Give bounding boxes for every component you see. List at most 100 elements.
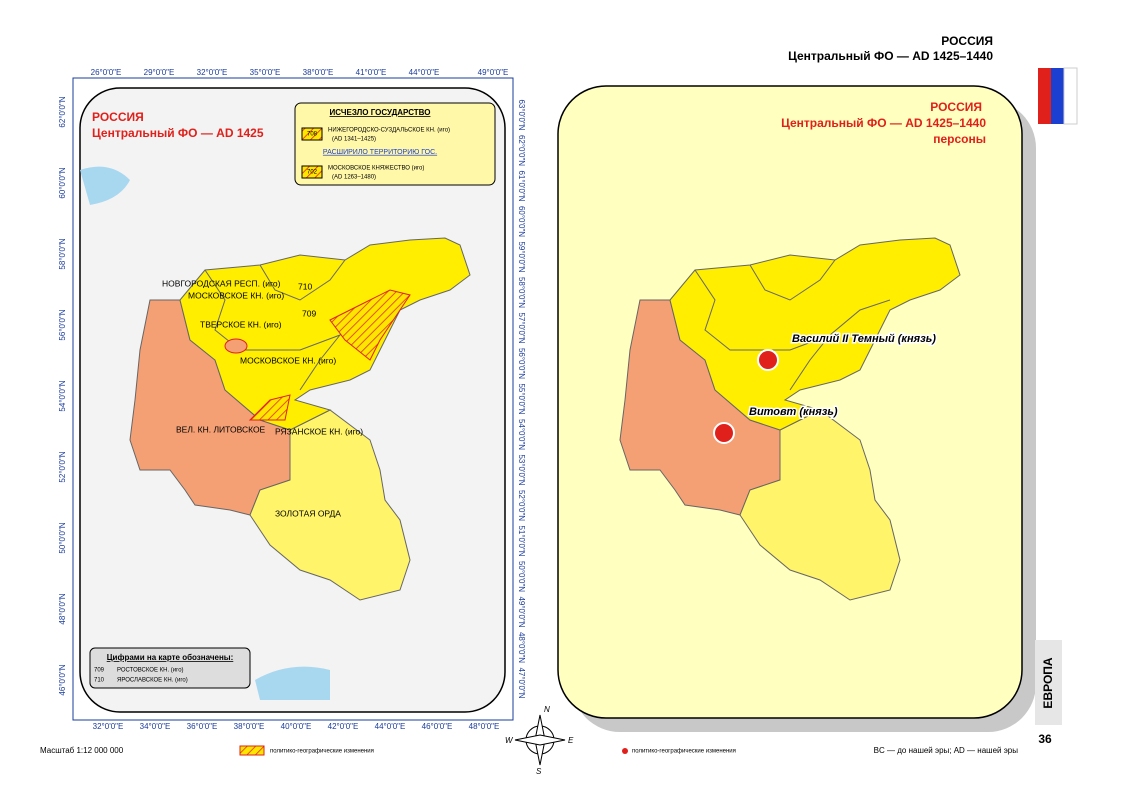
legend-swatch	[301, 127, 323, 141]
compass-letter: E	[568, 736, 574, 745]
legend-title: ИСЧЕЗЛО ГОСУДАРСТВО	[330, 108, 431, 117]
legend-text: (AD 1263–1480)	[332, 175, 376, 181]
section: ЕВРОПА	[1041, 657, 1055, 708]
flag-red	[1038, 68, 1051, 124]
lat-tick: 53°0'0"N	[517, 454, 526, 485]
map-title: РОССИЯ	[930, 100, 982, 114]
changed-area	[224, 338, 248, 354]
lat-tick: 61°0'0"N	[517, 170, 526, 201]
lon-tick: 44°0'0"E	[375, 722, 406, 731]
numbers-box	[89, 647, 251, 689]
lon-tick: 49°0'0"E	[478, 68, 509, 77]
legend-swatch	[301, 165, 323, 179]
lat-tick: 62°0'0"N	[58, 96, 67, 127]
header-title: РОССИЯ	[941, 34, 993, 48]
lat-tick: 51°0'0"N	[517, 525, 526, 556]
lon-tick: 26°0'0"E	[91, 68, 122, 77]
lon-tick: 38°0'0"E	[303, 68, 334, 77]
lat-tick: 62°0'0"N	[517, 135, 526, 166]
numbers-title: Цифрами на карте обозначены:	[107, 653, 234, 662]
lat-tick: 56°0'0"N	[58, 309, 67, 340]
numbers-code: 709	[94, 668, 105, 674]
lon-tick: 44°0'0"E	[409, 68, 440, 77]
region-label: РЯЗАНСКОЕ КН. (иго)	[275, 426, 363, 436]
legend-text: НИЖЕГОРОДСКО-СУЗДАЛЬСКОЕ КН. (иго)	[328, 128, 450, 134]
lat-tick: 58°0'0"N	[517, 277, 526, 308]
scale: Масштаб 1:12 000 000	[40, 746, 124, 755]
lat-tick: 52°0'0"N	[58, 451, 67, 482]
legend-code: 702	[307, 170, 318, 176]
lat-tick: 60°0'0"N	[517, 206, 526, 237]
compass-letter: W	[505, 736, 514, 745]
region-label: ЗОЛОТАЯ ОРДА	[275, 508, 341, 518]
lat-tick: 49°0'0"N	[517, 596, 526, 627]
lat-tick: 55°0'0"N	[517, 383, 526, 414]
region-label: МОСКОВСКОЕ КН. (иго)	[188, 290, 284, 300]
lat-tick: 50°0'0"N	[517, 561, 526, 592]
flag-white	[1063, 67, 1078, 125]
map-note: персоны	[933, 132, 986, 146]
legend-code: 708	[307, 132, 318, 138]
person-icon	[713, 422, 735, 444]
lon-tick: 48°0'0"E	[469, 722, 500, 731]
lat-tick: 47°0'0"N	[517, 667, 526, 698]
legend-title: РАСШИРИЛО ТЕРРИТОРИЮ ГОС.	[323, 149, 437, 156]
lon-tick: 42°0'0"E	[328, 722, 359, 731]
lat-tick: 63°0'0"N	[517, 99, 526, 130]
flag-blue	[1051, 68, 1064, 124]
water	[255, 666, 330, 700]
legend-dot	[622, 748, 628, 754]
lat-tick: 48°0'0"N	[58, 593, 67, 624]
lon-tick: 46°0'0"E	[422, 722, 453, 731]
region-label: ВЕЛ. КН. ЛИТОВСКОЕ	[176, 424, 266, 434]
water	[80, 166, 130, 205]
lon-tick: 40°0'0"E	[281, 722, 312, 731]
changed-area	[329, 289, 411, 361]
lat-tick: 57°0'0"N	[517, 312, 526, 343]
lat-tick: 59°0'0"N	[517, 241, 526, 272]
legend-text: МОСКОВСКОЕ КНЯЖЕСТВО (иго)	[328, 166, 424, 172]
region-label: ТВЕРСКОЕ КН. (иго)	[200, 319, 282, 329]
compass-letter: N	[544, 705, 550, 714]
lon-tick: 36°0'0"E	[187, 722, 218, 731]
legend	[294, 102, 496, 186]
footer-legend: политико-географические изменения	[632, 749, 736, 755]
footer-legend: политико-географические изменения	[270, 749, 374, 755]
numbers-text: ЯРОСЛАВСКОЕ КН. (иго)	[117, 678, 188, 684]
header-subtitle: Центральный ФО — AD 1425–1440	[788, 49, 993, 63]
era-note: BC — до нашей эры; AD — нашей эры	[874, 746, 1019, 755]
map-title: РОССИЯ	[92, 110, 144, 124]
lon-tick: 32°0'0"E	[197, 68, 228, 77]
page-number: 36	[1038, 732, 1052, 746]
lon-tick: 34°0'0"E	[140, 722, 171, 731]
person-label: Витовт (князь)	[749, 406, 838, 418]
person-icon	[757, 349, 779, 371]
lat-tick: 54°0'0"N	[58, 380, 67, 411]
lon-tick: 29°0'0"E	[144, 68, 175, 77]
lon-tick: 38°0'0"E	[234, 722, 265, 731]
lon-tick: 32°0'0"E	[93, 722, 124, 731]
map-subtitle: Центральный ФО — AD 1425–1440	[781, 116, 986, 130]
region-label: 709	[302, 308, 316, 318]
region-label: 710	[298, 281, 312, 291]
legend-text: (AD 1341–1425)	[332, 137, 376, 143]
numbers-code: 710	[94, 678, 105, 684]
lat-tick: 46°0'0"N	[58, 664, 67, 695]
lat-tick: 60°0'0"N	[58, 167, 67, 198]
region-label: НОВГОРОДСКАЯ РЕСП. (иго)	[162, 278, 281, 288]
lat-tick: 50°0'0"N	[58, 522, 67, 553]
numbers-text: РОСТОВСКОЕ КН. (иго)	[117, 668, 184, 674]
legend-swatch	[239, 745, 265, 756]
compass-letter: S	[536, 767, 542, 776]
section-box	[1035, 640, 1062, 725]
map-subtitle: Центральный ФО — AD 1425	[92, 126, 264, 140]
compass	[514, 734, 566, 746]
changed-area	[248, 394, 291, 421]
region-label: МОСКОВСКОЕ КН. (иго)	[240, 355, 336, 365]
lon-tick: 35°0'0"E	[250, 68, 281, 77]
lat-tick: 54°0'0"N	[517, 419, 526, 450]
lon-tick: 41°0'0"E	[356, 68, 387, 77]
lat-tick: 58°0'0"N	[58, 238, 67, 269]
lat-tick: 52°0'0"N	[517, 490, 526, 521]
